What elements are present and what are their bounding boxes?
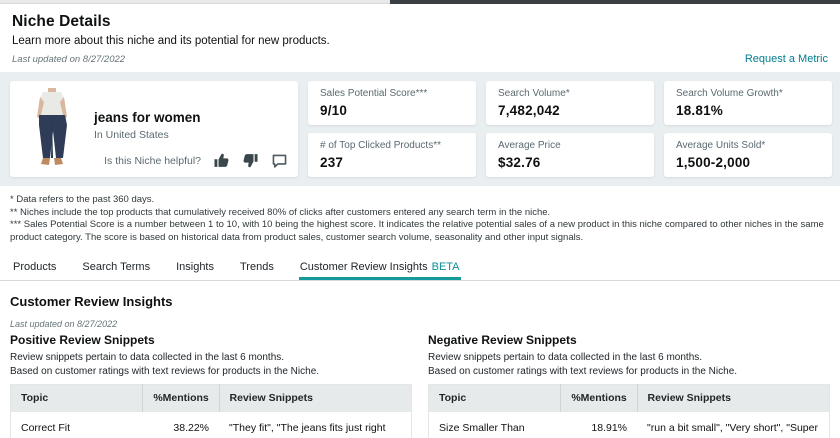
negative-desc-line1: Review snippets pertain to data collecte… — [428, 352, 703, 364]
table-header-row: Topic %Mentions Review Snippets — [428, 384, 830, 412]
browser-chrome-left — [0, 0, 390, 4]
customer-review-insights-section: Customer Review Insights Last updated on… — [0, 281, 840, 438]
col-header-snippets: Review Snippets — [636, 384, 830, 412]
metric-label: Average Price — [498, 140, 561, 151]
niche-product-image — [24, 88, 80, 170]
footnote-1: * Data refers to the past 360 days. — [10, 194, 155, 205]
positive-snippets-table: Topic %Mentions Review Snippets Correct … — [10, 384, 412, 438]
negative-snippets-table: Topic %Mentions Review Snippets Size Sma… — [428, 384, 830, 438]
metric-value: 1,500-2,000 — [676, 155, 751, 170]
niche-name: jeans for women — [94, 110, 201, 125]
footnote-3: *** Sales Potential Score is a number be… — [10, 219, 824, 243]
col-header-topic: Topic — [10, 384, 143, 412]
metric-value: 9/10 — [320, 103, 348, 118]
cell-mentions: 18.91% — [560, 411, 638, 438]
tab-search-terms[interactable]: Search Terms — [82, 261, 151, 274]
table-row: Size Smaller Than Expected 18.91% "run a… — [428, 411, 830, 438]
footnote-2: ** Niches include the top products that … — [10, 206, 551, 218]
metric-value: 237 — [320, 155, 344, 170]
page-header: Niche Details Learn more about this nich… — [0, 4, 840, 72]
metric-value: 18.81% — [676, 103, 723, 118]
cell-snippets: "run a bit small", "Very short", "Super … — [637, 411, 830, 438]
niche-card: jeans for women In United States Is this… — [10, 81, 298, 177]
request-a-metric-link[interactable]: Request a Metric — [744, 53, 828, 65]
beta-badge: BETA — [431, 261, 460, 274]
cell-snippets: "They fit", "The jeans fits just right a… — [219, 411, 412, 438]
col-header-snippets: Review Snippets — [218, 384, 412, 412]
positive-review-snippets-panel: Positive Review Snippets Review snippets… — [10, 331, 412, 438]
cell-topic: Size Smaller Than Expected — [428, 411, 561, 438]
metric-card-average-units-sold: Average Units Sold* 1,500-2,000 — [664, 133, 832, 177]
col-header-mentions: %Mentions — [560, 384, 638, 412]
page-title: Niche Details — [12, 13, 111, 30]
metric-label: Search Volume Growth* — [676, 88, 783, 99]
tab-insights[interactable]: Insights — [176, 261, 214, 274]
negative-title: Negative Review Snippets — [428, 333, 577, 348]
comment-icon[interactable] — [271, 152, 288, 169]
col-header-mentions: %Mentions — [142, 384, 220, 412]
niche-region: In United States — [94, 129, 169, 141]
metric-label: # of Top Clicked Products** — [320, 140, 441, 151]
negative-review-snippets-panel: Negative Review Snippets Review snippets… — [428, 331, 830, 438]
metric-card-search-volume: Search Volume* 7,482,042 — [486, 81, 654, 125]
thumbs-up-icon[interactable] — [213, 152, 230, 169]
last-updated-text: Last updated on 8/27/2022 — [12, 54, 126, 65]
section-title: Customer Review Insights — [10, 294, 173, 310]
footnotes: * Data refers to the past 360 days. ** N… — [0, 186, 840, 244]
tab-trends[interactable]: Trends — [240, 261, 274, 274]
metrics-band: jeans for women In United States Is this… — [0, 72, 840, 186]
browser-chrome-remnant — [0, 0, 840, 4]
metric-card-sales-potential: Sales Potential Score*** 9/10 — [308, 81, 476, 125]
metric-label: Sales Potential Score*** — [320, 88, 428, 99]
tab-label: Customer Review Insights — [299, 261, 428, 274]
metric-grid: Sales Potential Score*** 9/10 Search Vol… — [308, 81, 832, 177]
table-header-row: Topic %Mentions Review Snippets — [10, 384, 412, 412]
metric-card-top-clicked-products: # of Top Clicked Products** 237 — [308, 133, 476, 177]
helpful-prompt: Is this Niche helpful? — [104, 154, 201, 167]
positive-desc-line1: Review snippets pertain to data collecte… — [10, 352, 285, 364]
table-row: Correct Fit 38.22% "They fit", "The jean… — [10, 411, 412, 438]
negative-desc-line2: Based on customer ratings with text revi… — [428, 365, 738, 377]
metric-card-average-price: Average Price $32.76 — [486, 133, 654, 177]
tab-products[interactable]: Products — [13, 261, 57, 274]
metric-label: Average Units Sold* — [676, 140, 766, 151]
cell-topic: Correct Fit — [10, 411, 143, 438]
tab-bar: Products Search Terms Insights Trends Cu… — [0, 257, 840, 282]
col-header-topic: Topic — [428, 384, 561, 412]
tab-customer-review-insights[interactable]: Customer Review Insights BETA — [298, 257, 461, 281]
cell-mentions: 38.22% — [142, 411, 220, 438]
thumbs-down-icon[interactable] — [242, 152, 259, 169]
metric-card-search-volume-growth: Search Volume Growth* 18.81% — [664, 81, 832, 125]
positive-desc-line2: Based on customer ratings with text revi… — [10, 365, 320, 377]
page-subtitle: Learn more about this niche and its pote… — [12, 35, 330, 47]
metric-label: Search Volume* — [498, 88, 570, 99]
metric-value: $32.76 — [498, 155, 541, 170]
positive-title: Positive Review Snippets — [10, 333, 155, 348]
browser-chrome-right — [390, 0, 840, 4]
section-last-updated: Last updated on 8/27/2022 — [10, 319, 118, 330]
metric-value: 7,482,042 — [498, 103, 560, 118]
